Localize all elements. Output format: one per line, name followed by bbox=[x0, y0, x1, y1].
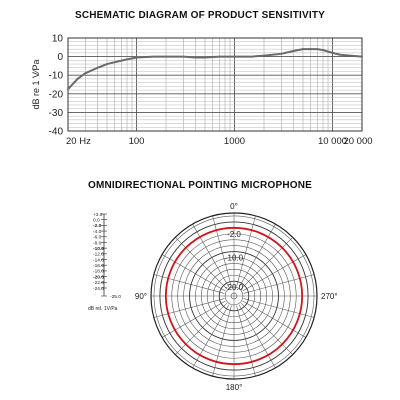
scale-tick-label: -8.0 bbox=[93, 240, 102, 246]
polar-spoke bbox=[243, 274, 315, 294]
x-tick-label: 100 bbox=[129, 136, 145, 147]
scale-unit-label: dB rel. 1V/Pa bbox=[88, 306, 118, 312]
polar-spoke bbox=[240, 302, 293, 355]
x-tick-label: 20 000 bbox=[343, 136, 372, 147]
polar-spoke bbox=[238, 304, 276, 369]
polar-spoke bbox=[240, 237, 293, 290]
polar-spoke bbox=[153, 298, 225, 318]
polar-ring-label: -20.0 bbox=[225, 283, 244, 292]
scale-tick-label: -14.0 bbox=[93, 257, 104, 263]
polar-spoke bbox=[161, 254, 226, 292]
scale-tick-label: -22.0 bbox=[93, 280, 104, 286]
sensitivity-curve bbox=[67, 48, 363, 91]
polar-angle-label: 180° bbox=[226, 383, 243, 392]
polar-spoke bbox=[236, 305, 256, 377]
y-tick-label: -40 bbox=[49, 127, 64, 138]
y-tick-label: 0 bbox=[57, 52, 63, 63]
polar-ring-label: -10.0 bbox=[225, 254, 244, 263]
polar-chart-title: OMNIDIRECTIONAL POINTING MICROPHONE bbox=[87, 180, 313, 191]
polar-response-pattern bbox=[164, 226, 304, 366]
polar-outer-ring bbox=[150, 212, 318, 380]
polar-spoke bbox=[212, 305, 232, 377]
polar-spoke bbox=[192, 223, 230, 288]
scale-tick-label: -4.0 bbox=[93, 229, 102, 235]
x-tick-label: 10 000 bbox=[318, 136, 347, 147]
y-tick-label: -10 bbox=[49, 71, 64, 82]
polar-angle-label: 90° bbox=[135, 292, 147, 301]
polar-spoke bbox=[212, 215, 232, 287]
polar-spoke bbox=[161, 300, 226, 338]
polar-angle-label: 0° bbox=[230, 202, 238, 211]
scale-tick-label: -10.0 bbox=[93, 246, 104, 252]
scale-tick-label: -20.0 bbox=[93, 274, 104, 280]
y-tick-label: -20 bbox=[49, 89, 64, 100]
polar-spoke bbox=[242, 300, 307, 338]
scale-tick-label: -12.0 bbox=[93, 252, 104, 258]
x-tick-label: 20 Hz bbox=[66, 136, 91, 147]
polar-spoke bbox=[243, 298, 315, 318]
scale-tick-label: 0.0 bbox=[93, 217, 100, 223]
polar-spoke bbox=[175, 302, 228, 355]
scale-tick-label: -16.0 bbox=[93, 263, 104, 269]
polar-angle-label: 270° bbox=[321, 292, 338, 301]
scale-tick-label: -24.0 bbox=[93, 286, 104, 292]
scale-tick-label: +3.0 bbox=[93, 212, 103, 218]
scale-tick-label: -6.0 bbox=[93, 235, 102, 241]
y-tick-label: 10 bbox=[52, 34, 64, 45]
scale-tick-label: -2.0 bbox=[93, 223, 102, 229]
x-tick-label: 1000 bbox=[224, 136, 245, 147]
polar-ring-label: -2.0 bbox=[227, 230, 241, 239]
polar-spoke bbox=[153, 274, 225, 294]
polar-spoke bbox=[175, 237, 228, 290]
y-tick-label: -30 bbox=[49, 108, 64, 119]
polar-chart: -2.0-10.0-20.00°90°180°270°+3.00.0-2.0-4… bbox=[88, 202, 338, 392]
y-axis-label: dB re 1 V⁄Pa bbox=[31, 59, 41, 109]
polar-spoke bbox=[236, 215, 256, 287]
scale-tick-label: -25.0 bbox=[110, 294, 121, 300]
sensitivity-chart-title: SCHEMATIC DIAGRAM OF PRODUCT SENSITIVITY bbox=[74, 10, 326, 21]
scale-tick-label: -18.0 bbox=[93, 269, 104, 275]
polar-spoke bbox=[192, 304, 230, 369]
polar-spoke bbox=[238, 223, 276, 288]
polar-spoke bbox=[242, 254, 307, 292]
plot-frame bbox=[67, 37, 363, 132]
